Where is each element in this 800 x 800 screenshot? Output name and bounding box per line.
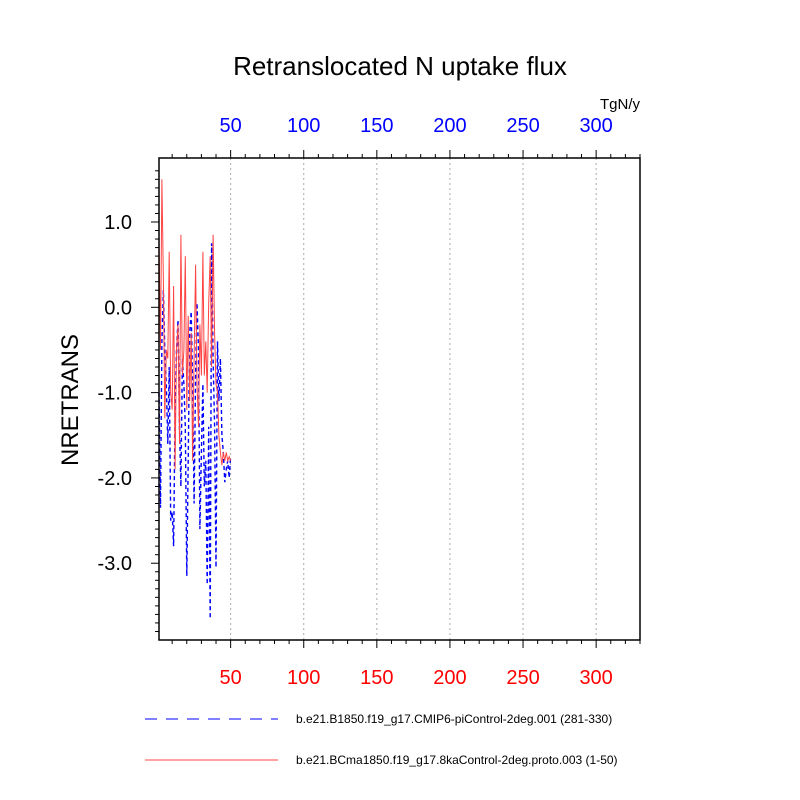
x-top-tick-label: 150 [360, 115, 393, 137]
y-tick-label: -2.0 [98, 468, 132, 490]
y-axis-label: NRETRANS [57, 334, 84, 466]
series-line-2 [158, 179, 232, 470]
units-label: TgN/y [600, 96, 641, 113]
plot-frame [158, 157, 641, 641]
x-top-tick-label: 50 [220, 115, 242, 137]
x-top-tick-label: 200 [433, 115, 466, 137]
y-tick-label: 0.0 [104, 297, 132, 319]
legend-label-1: b.e21.B1850.f19_g17.CMIP6-piControl-2deg… [296, 712, 612, 726]
ticks-layer: 50 50 100 100 150 150 200 200 250 250 300 300 1.0 0.0… [98, 115, 641, 689]
x-tick-label: 100 [287, 667, 320, 689]
x-tick-label: 250 [506, 667, 539, 689]
x-top-tick-label: 300 [579, 115, 612, 137]
series-layer [158, 179, 232, 619]
y-tick-label: 1.0 [104, 212, 132, 234]
x-tick-label: 50 [220, 667, 242, 689]
legend: b.e21.B1850.f19_g17.CMIP6-piControl-2deg… [145, 712, 618, 767]
legend-label-2: b.e21.BCma1850.f19_g17.8kaControl-2deg.p… [296, 753, 618, 767]
y-tick-label: -1.0 [98, 383, 132, 405]
y-tick-label: -3.0 [98, 553, 132, 575]
series-line-1 [158, 243, 232, 619]
x-tick-label: 200 [433, 667, 466, 689]
x-tick-label: 300 [579, 667, 612, 689]
x-tick-label: 150 [360, 667, 393, 689]
chart-title: Retranslocated N uptake flux [233, 51, 567, 81]
x-top-tick-label: 250 [506, 115, 539, 137]
x-top-tick-label: 100 [287, 115, 320, 137]
grid-layer [230, 158, 597, 640]
